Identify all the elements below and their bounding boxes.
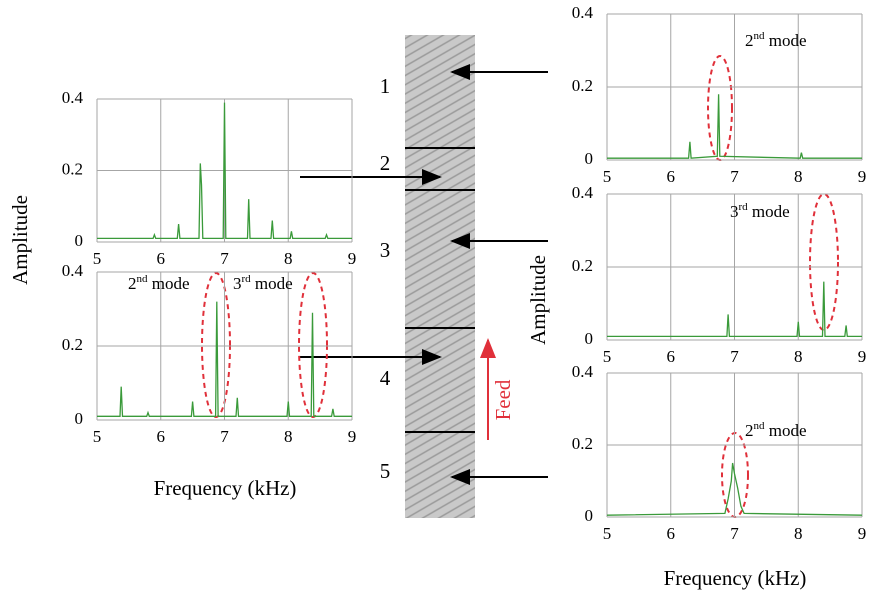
x-tick-label: 7 — [730, 524, 739, 543]
x-tick-label: 6 — [667, 524, 676, 543]
mode-annotation: 2nd mode — [745, 30, 807, 50]
x-tick-label: 8 — [794, 524, 803, 543]
spectrum-line — [97, 301, 352, 417]
x-tick-label: 5 — [603, 524, 612, 543]
spectrum-line — [607, 94, 862, 159]
x-tick-label: 7 — [730, 167, 739, 186]
x-tick-label: 6 — [667, 347, 676, 366]
y-tick-label: 0 — [585, 329, 594, 348]
y-tick-label: 0.2 — [572, 256, 593, 275]
mode-number: 2 — [745, 421, 754, 440]
y-tick-label: 0.4 — [62, 88, 84, 107]
y-tick-label: 0.4 — [572, 362, 594, 381]
x-tick-label: 5 — [603, 347, 612, 366]
y-tick-label: 0 — [585, 149, 594, 168]
region-number: 4 — [380, 366, 391, 390]
y-tick-label: 0.4 — [572, 183, 594, 202]
x-tick-label: 7 — [220, 427, 229, 446]
x-tick-label: 6 — [157, 427, 166, 446]
mode-word: mode — [765, 421, 807, 440]
x-tick-label: 8 — [794, 347, 803, 366]
mode-ellipse — [201, 272, 231, 418]
y-tick-label: 0.4 — [62, 261, 84, 280]
mode-annotation: 3rd mode — [233, 273, 293, 293]
x-tick-label: 6 — [667, 167, 676, 186]
spectrum-chart: 0 0.2 0.4 5 6 7 8 9 Amplitude — [8, 88, 356, 285]
mode-ellipse — [298, 272, 328, 418]
x-tick-label: 9 — [348, 249, 357, 268]
spectrum-chart: 0 0.2 0.4 5 6 7 8 9 Frequency (kHz) 2nd mode — [572, 362, 867, 590]
y-tick-label: 0.2 — [572, 76, 593, 95]
strip-image — [405, 35, 475, 518]
x-tick-label: 5 — [93, 427, 102, 446]
x-tick-label: 8 — [284, 427, 293, 446]
mode-word: mode — [251, 274, 293, 293]
y-axis-label: Amplitude — [8, 195, 32, 285]
region-number: 3 — [380, 238, 391, 262]
mode-annotation: 3rd mode — [730, 201, 790, 221]
mode-suffix: nd — [137, 273, 149, 285]
mode-word: mode — [748, 202, 790, 221]
mode-annotation: 2nd mode — [745, 420, 807, 440]
y-tick-label: 0.2 — [62, 335, 83, 354]
spectrum-chart: 0 0.2 0.4 5 6 7 8 9 Amplitude 3rd mode — [526, 183, 866, 366]
x-tick-label: 9 — [858, 524, 867, 543]
y-tick-label: 0 — [75, 231, 84, 250]
mode-annotation: 2nd mode — [128, 273, 190, 293]
mode-word: mode — [765, 31, 807, 50]
y-tick-label: 0.2 — [572, 434, 593, 453]
mode-number: 2 — [128, 274, 137, 293]
x-axis-label: Frequency (kHz) — [154, 476, 297, 500]
mode-ellipse — [809, 193, 839, 331]
x-tick-label: 8 — [794, 167, 803, 186]
x-axis-label: Frequency (kHz) — [664, 566, 807, 590]
y-tick-label: 0.4 — [572, 3, 594, 22]
feed-label: Feed — [491, 379, 515, 420]
mode-suffix: rd — [739, 201, 749, 213]
x-tick-label: 5 — [93, 249, 102, 268]
mode-number: 3 — [730, 202, 739, 221]
spectrum-line — [606, 462, 863, 516]
mode-suffix: nd — [754, 30, 766, 42]
x-tick-label: 8 — [284, 249, 293, 268]
mode-number: 3 — [233, 274, 242, 293]
x-tick-label: 5 — [603, 167, 612, 186]
x-tick-label: 7 — [220, 249, 229, 268]
spectrum-line — [607, 281, 862, 338]
mode-word: mode — [148, 274, 190, 293]
x-tick-label: 9 — [858, 347, 867, 366]
y-tick-label: 0.2 — [62, 159, 83, 178]
x-tick-label: 6 — [157, 249, 166, 268]
spectrum-chart: 0 0.2 0.4 5 6 7 8 9 2nd mode — [572, 3, 867, 186]
mode-suffix: nd — [754, 420, 766, 432]
x-tick-label: 7 — [730, 347, 739, 366]
y-tick-label: 0 — [585, 506, 594, 525]
specimen-strip: Feed — [300, 35, 548, 518]
mode-highlights — [201, 55, 839, 518]
region-number: 2 — [380, 151, 391, 175]
x-tick-label: 9 — [348, 427, 357, 446]
spectrum-line — [97, 102, 352, 240]
x-tick-label: 9 — [858, 167, 867, 186]
region-number: 5 — [380, 459, 391, 483]
region-number: 1 — [380, 74, 391, 98]
mode-number: 2 — [745, 31, 754, 50]
mode-suffix: rd — [242, 273, 252, 285]
y-tick-label: 0 — [75, 409, 84, 428]
y-axis-label: Amplitude — [526, 255, 550, 345]
